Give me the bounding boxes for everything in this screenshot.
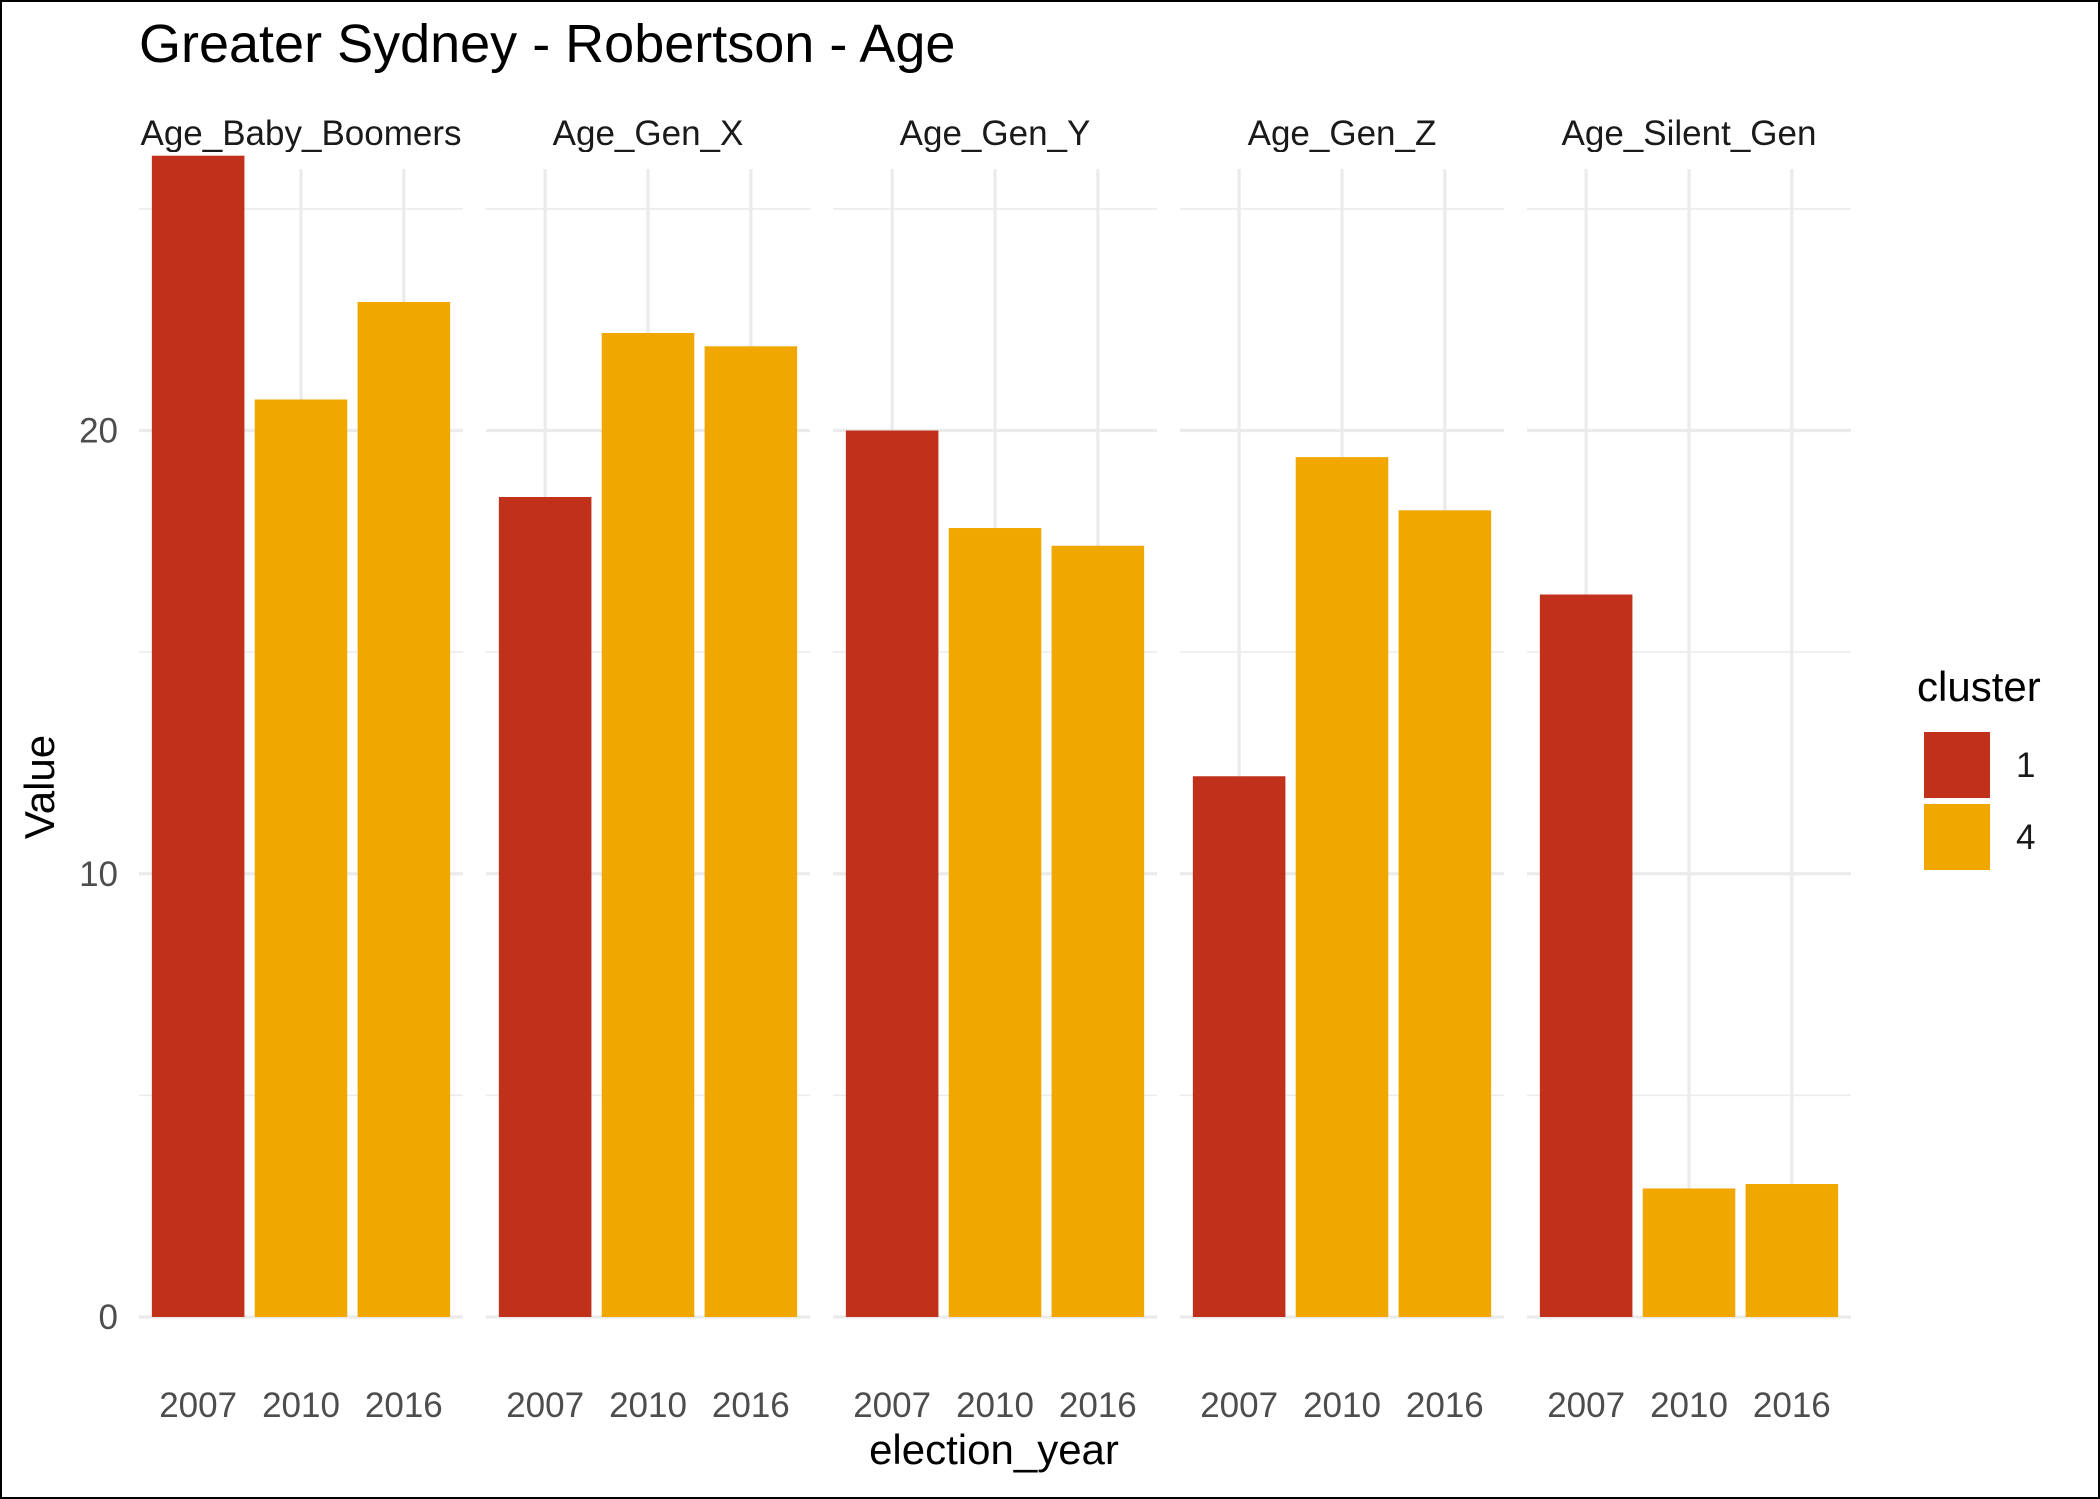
x-tick-label: 2016 xyxy=(1753,1386,1831,1425)
y-tick-label: 0 xyxy=(99,1298,118,1337)
legend-title: cluster xyxy=(1917,663,2041,710)
x-tick-label: 2016 xyxy=(1059,1386,1137,1425)
legend-key-label: 4 xyxy=(2016,818,2035,857)
y-tick-label: 20 xyxy=(79,412,118,451)
bar xyxy=(1745,1184,1839,1317)
x-tick-label: 2010 xyxy=(956,1386,1034,1425)
y-axis-title: Value xyxy=(16,735,63,839)
x-tick-label: 2010 xyxy=(262,1386,340,1425)
x-tick-label: 2007 xyxy=(853,1386,931,1425)
legend-key-swatch xyxy=(1924,732,1990,798)
x-axis-title: election_year xyxy=(869,1426,1119,1473)
facet-strip-label: Age_Gen_Z xyxy=(1248,114,1437,153)
legend-key-swatch xyxy=(1924,804,1990,870)
facet-strip-label: Age_Gen_Y xyxy=(900,114,1091,153)
x-tick-label: 2007 xyxy=(506,1386,584,1425)
x-tick-label: 2007 xyxy=(1200,1386,1278,1425)
x-tick-label: 2010 xyxy=(1303,1386,1381,1425)
chart-title: Greater Sydney - Robertson - Age xyxy=(139,14,955,74)
bar xyxy=(498,497,592,1317)
legend: cluster 14 xyxy=(1917,663,2041,870)
facet-strip-label: Age_Silent_Gen xyxy=(1562,114,1817,153)
x-tick-label: 2016 xyxy=(1406,1386,1484,1425)
bar xyxy=(1398,510,1492,1317)
bar xyxy=(601,333,695,1317)
x-tick-label: 2016 xyxy=(712,1386,790,1425)
facet-panel: 2007 2010 2016 Age_Gen_X xyxy=(486,114,810,1425)
bar xyxy=(845,430,939,1317)
bar xyxy=(1192,776,1286,1317)
x-tick-label: 2010 xyxy=(609,1386,687,1425)
bar xyxy=(151,155,245,1318)
bar xyxy=(1051,545,1145,1317)
facet-panel: 2007 2010 2016 Age_Baby_Boomers xyxy=(139,114,463,1425)
y-tick-label: 10 xyxy=(79,855,118,894)
x-tick-label: 2016 xyxy=(365,1386,443,1425)
bar xyxy=(1642,1188,1736,1317)
facet-panel: 2007 2010 2016 Age_Gen_Z xyxy=(1180,114,1504,1425)
bar xyxy=(704,346,798,1317)
x-tick-label: 2007 xyxy=(159,1386,237,1425)
bar xyxy=(948,528,1042,1317)
x-tick-label: 2010 xyxy=(1650,1386,1728,1425)
facet-strip-label: Age_Baby_Boomers xyxy=(140,114,461,153)
y-axis-ticks: 0 10 20 xyxy=(79,412,118,1337)
bar xyxy=(357,301,451,1317)
legend-key-label: 1 xyxy=(2016,746,2035,785)
bar xyxy=(254,399,348,1318)
legend-keys: 14 xyxy=(1924,732,2035,870)
facet-panel: 2007 2010 2016 Age_Silent_Gen xyxy=(1527,114,1851,1425)
facet-strip-label: Age_Gen_X xyxy=(553,114,744,153)
x-tick-label: 2007 xyxy=(1547,1386,1625,1425)
facet-panels: 2007 2010 2016 Age_Baby_Boomers 2007 2010 2016… xyxy=(139,114,1851,1425)
bar xyxy=(1539,594,1633,1317)
facet-panel: 2007 2010 2016 Age_Gen_Y xyxy=(833,114,1157,1425)
bar xyxy=(1295,457,1389,1317)
